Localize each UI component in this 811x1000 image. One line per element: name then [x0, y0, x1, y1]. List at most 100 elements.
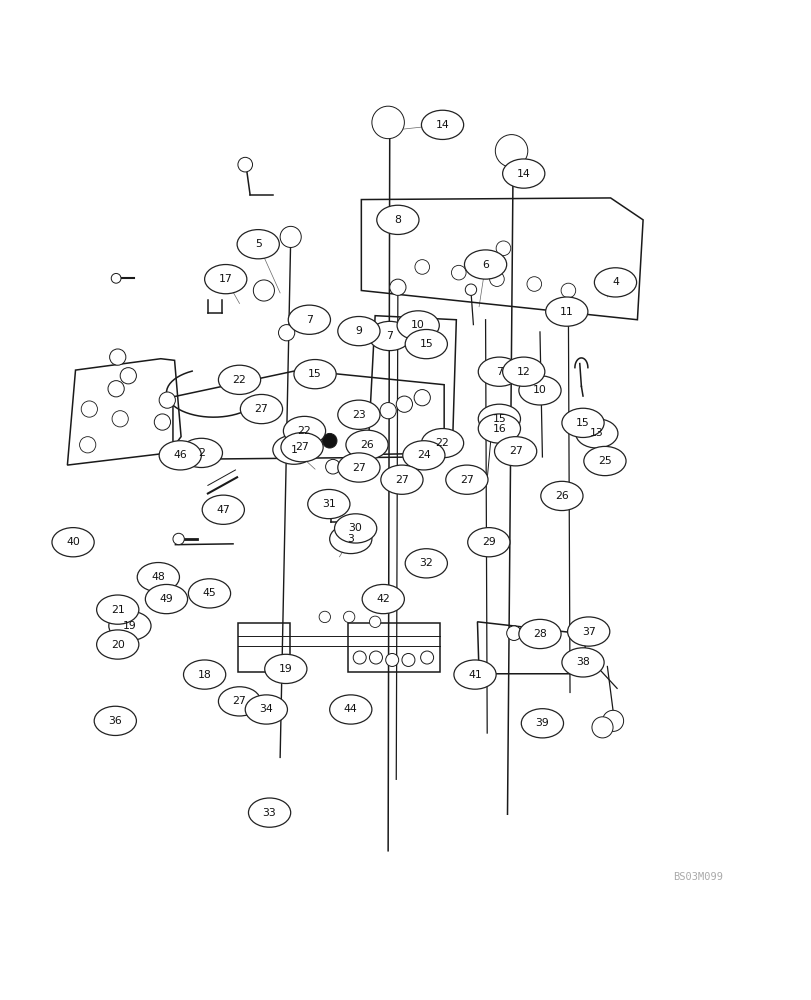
Text: 39: 39 [535, 718, 548, 728]
Circle shape [120, 368, 136, 384]
Circle shape [396, 396, 412, 412]
Text: 19: 19 [123, 621, 136, 631]
Text: 26: 26 [555, 491, 568, 501]
Circle shape [278, 325, 294, 341]
Ellipse shape [329, 524, 371, 554]
Text: 22: 22 [233, 375, 246, 385]
Circle shape [526, 277, 541, 291]
Text: 27: 27 [255, 404, 268, 414]
Circle shape [371, 106, 404, 139]
Circle shape [465, 284, 476, 295]
Text: 4: 4 [611, 277, 618, 287]
Circle shape [401, 653, 414, 666]
Text: 15: 15 [576, 418, 589, 428]
Ellipse shape [97, 630, 139, 659]
Ellipse shape [345, 430, 388, 459]
Ellipse shape [237, 230, 279, 259]
Ellipse shape [502, 159, 544, 188]
Circle shape [389, 279, 406, 295]
Ellipse shape [421, 110, 463, 139]
Circle shape [591, 717, 612, 738]
Text: 2: 2 [198, 448, 204, 458]
Ellipse shape [307, 489, 350, 519]
Ellipse shape [380, 465, 423, 494]
Text: 36: 36 [109, 716, 122, 726]
Text: BS03M099: BS03M099 [672, 872, 722, 882]
Ellipse shape [188, 579, 230, 608]
Text: 27: 27 [395, 475, 408, 485]
Circle shape [322, 433, 337, 448]
Text: 3: 3 [347, 534, 354, 544]
Ellipse shape [218, 365, 260, 394]
Ellipse shape [368, 321, 410, 351]
Circle shape [489, 272, 504, 286]
Circle shape [353, 651, 366, 664]
Text: 10: 10 [532, 385, 547, 395]
Ellipse shape [183, 660, 225, 689]
Text: 14: 14 [436, 120, 448, 130]
Circle shape [420, 651, 433, 664]
Text: 15: 15 [492, 414, 505, 424]
Circle shape [253, 280, 274, 301]
Text: 38: 38 [576, 657, 589, 667]
Ellipse shape [109, 611, 151, 640]
Circle shape [508, 626, 519, 637]
Circle shape [495, 135, 527, 167]
Text: 12: 12 [517, 367, 530, 377]
Ellipse shape [467, 528, 509, 557]
Circle shape [343, 611, 354, 623]
Text: 30: 30 [348, 523, 363, 533]
Ellipse shape [362, 584, 404, 614]
Circle shape [496, 241, 510, 256]
Circle shape [325, 459, 340, 474]
Text: 48: 48 [152, 572, 165, 582]
Ellipse shape [502, 357, 544, 386]
Ellipse shape [583, 446, 625, 476]
Text: 40: 40 [66, 537, 80, 547]
Text: 44: 44 [344, 704, 357, 714]
Text: 27: 27 [233, 696, 246, 706]
Circle shape [319, 611, 330, 623]
Ellipse shape [218, 687, 260, 716]
Ellipse shape [561, 408, 603, 437]
Ellipse shape [94, 706, 136, 735]
Ellipse shape [494, 437, 536, 466]
Circle shape [506, 626, 521, 640]
Ellipse shape [52, 528, 94, 557]
Circle shape [154, 414, 170, 430]
Ellipse shape [288, 305, 330, 334]
Ellipse shape [248, 798, 290, 827]
Circle shape [238, 157, 252, 172]
Ellipse shape [421, 429, 463, 458]
Ellipse shape [545, 297, 587, 326]
Text: 11: 11 [560, 307, 573, 317]
Text: 15: 15 [419, 339, 432, 349]
Ellipse shape [137, 563, 179, 592]
Text: 22: 22 [436, 438, 448, 448]
Text: 34: 34 [260, 704, 272, 714]
Circle shape [602, 710, 623, 731]
Text: 16: 16 [492, 424, 505, 434]
Text: 7: 7 [386, 331, 393, 341]
Ellipse shape [145, 584, 187, 614]
Ellipse shape [518, 376, 560, 405]
Circle shape [548, 630, 560, 641]
Ellipse shape [337, 316, 380, 346]
Text: 46: 46 [174, 450, 187, 460]
Ellipse shape [159, 441, 201, 470]
Text: 1: 1 [290, 445, 297, 455]
Circle shape [560, 283, 575, 298]
Circle shape [539, 631, 553, 645]
Ellipse shape [272, 435, 315, 464]
Text: 5: 5 [255, 239, 261, 249]
Ellipse shape [180, 438, 222, 468]
Circle shape [173, 533, 184, 545]
Text: 15: 15 [308, 369, 321, 379]
Text: 13: 13 [590, 428, 603, 438]
Text: 26: 26 [360, 440, 373, 450]
Circle shape [111, 273, 121, 283]
Ellipse shape [521, 709, 563, 738]
Ellipse shape [397, 311, 439, 340]
Text: 37: 37 [581, 627, 594, 637]
Ellipse shape [567, 617, 609, 646]
